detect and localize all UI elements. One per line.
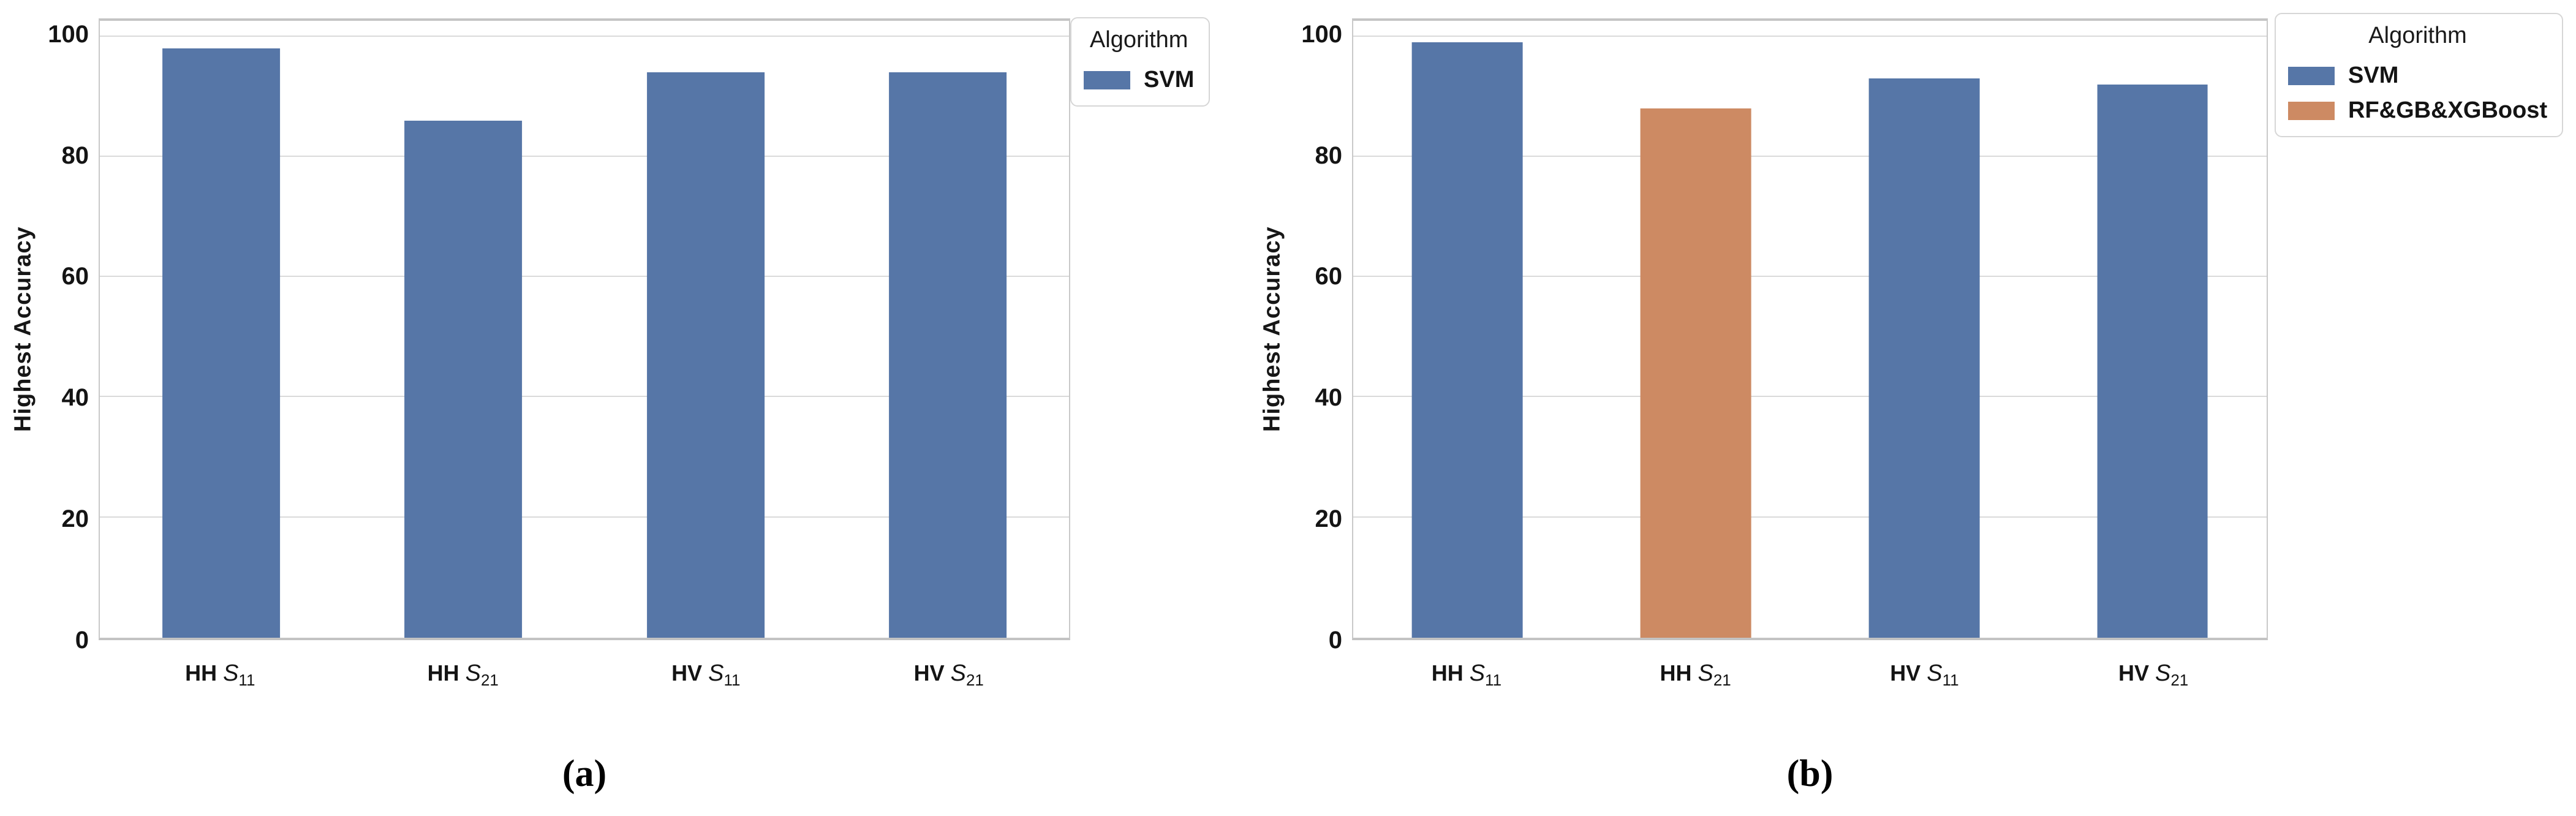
bar-hv-s11 xyxy=(646,72,765,638)
legend: Algorithm SVM RF&GB&XGBoost xyxy=(2275,13,2564,137)
x-category-label: HH S11 xyxy=(185,660,255,690)
x-category-label: HH S11 xyxy=(1431,660,1502,690)
y-tick-label: 20 xyxy=(1315,505,1343,533)
x-category-label: HV S21 xyxy=(2118,660,2189,690)
bar-hv-s21 xyxy=(889,72,1007,638)
panel-caption: (a) xyxy=(562,753,607,795)
gridline-y60 xyxy=(1353,276,2267,278)
bar-hh-s21 xyxy=(1640,108,1751,638)
legend-title: Algorithm xyxy=(1089,27,1188,53)
legend-title: Algorithm xyxy=(2368,23,2467,48)
bar-hv-s21 xyxy=(2097,85,2208,638)
legend: Algorithm SVM xyxy=(1070,17,1211,107)
gridline-y40 xyxy=(100,396,1069,398)
bar-hh-s21 xyxy=(404,120,523,638)
bar-hv-s11 xyxy=(1868,78,1980,638)
chart-panel-a: Highest Accuracy 0 20 40 60 80 100 HH S11 HH S… xyxy=(0,0,1286,816)
gridline-y80 xyxy=(100,155,1069,157)
gridline-y80 xyxy=(1353,155,2267,157)
legend-entry: SVM xyxy=(1084,67,1194,93)
legend-label: SVM xyxy=(2348,62,2399,88)
gridline-y40 xyxy=(1353,396,2267,398)
plot-area xyxy=(99,18,1070,640)
y-tick-label: 100 xyxy=(1301,20,1342,48)
legend-entries: SVM RF&GB&XGBoost xyxy=(2288,62,2547,124)
x-category-label: HV S11 xyxy=(671,660,741,690)
x-category-label: HH S21 xyxy=(1660,660,1731,690)
chart-panel-b: Highest Accuracy 0 20 40 60 80 100 HH S11 HH S… xyxy=(1260,0,2576,816)
y-tick-label: 40 xyxy=(61,384,89,412)
gridline-y20 xyxy=(1353,516,2267,518)
y-tick-label: 60 xyxy=(1315,263,1343,290)
gridline-y20 xyxy=(100,516,1069,518)
y-tick-label: 80 xyxy=(1315,142,1343,169)
plot-area xyxy=(1352,18,2268,640)
legend-label: RF&GB&XGBoost xyxy=(2348,97,2548,123)
panel-caption: (b) xyxy=(1786,753,1834,795)
y-axis-ticks: 0 20 40 60 80 100 xyxy=(0,18,89,652)
legend-entry: RF&GB&XGBoost xyxy=(2288,97,2547,124)
x-category-label: HV S11 xyxy=(1890,660,1959,690)
legend-entries: SVM xyxy=(1084,67,1194,93)
y-tick-label: 100 xyxy=(48,20,89,48)
x-axis-ticks: HH S11 HH S21 HV S11 HV S21 xyxy=(1352,660,2268,703)
y-tick-label: 0 xyxy=(75,627,89,654)
y-tick-label: 20 xyxy=(61,505,89,533)
legend-swatch xyxy=(1084,70,1130,89)
gridline-y100 xyxy=(100,35,1069,37)
legend-swatch xyxy=(2288,101,2335,120)
y-tick-label: 80 xyxy=(61,142,89,169)
bar-hh-s11 xyxy=(162,48,280,638)
legend-label: SVM xyxy=(1144,67,1195,93)
y-axis-ticks: 0 20 40 60 80 100 xyxy=(1290,18,1343,652)
y-tick-label: 0 xyxy=(1328,627,1342,654)
x-category-label: HV S21 xyxy=(913,660,984,690)
legend-entry: SVM xyxy=(2288,62,2547,89)
gridline-y60 xyxy=(100,276,1069,278)
x-category-label: HH S21 xyxy=(427,660,499,690)
y-tick-label: 60 xyxy=(61,263,89,290)
y-tick-label: 40 xyxy=(1315,384,1343,412)
gridline-y100 xyxy=(1353,35,2267,37)
x-axis-ticks: HH S11 HH S21 HV S11 HV S21 xyxy=(99,660,1070,703)
bar-hh-s11 xyxy=(1411,42,1523,638)
legend-swatch xyxy=(2288,66,2335,85)
y-axis-label: Highest Accuracy xyxy=(1259,226,1285,433)
